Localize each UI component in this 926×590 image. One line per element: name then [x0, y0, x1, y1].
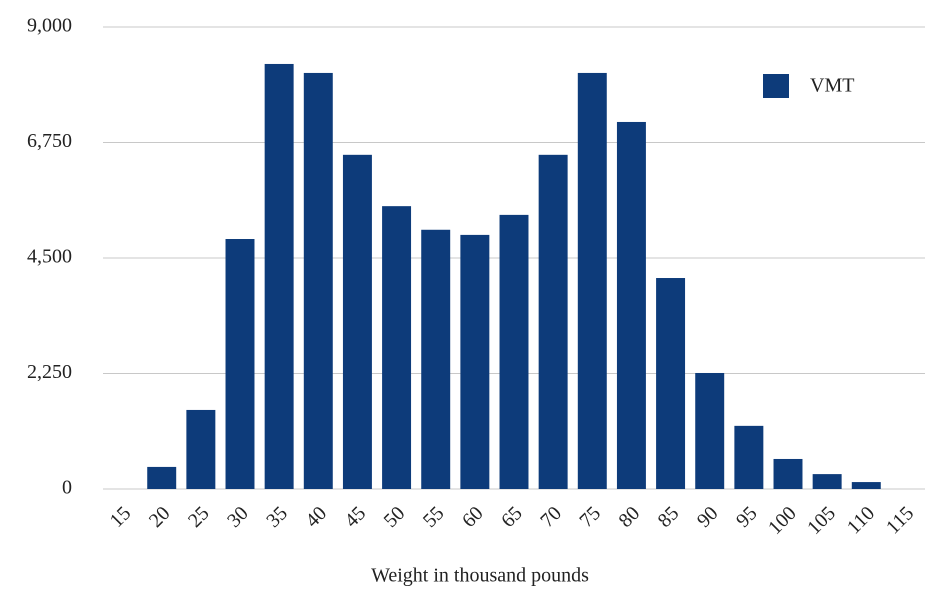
x-tick-label: 35: [262, 502, 292, 532]
x-tick-label: 100: [764, 502, 801, 539]
legend-label: VMT: [810, 75, 854, 97]
y-tick-label: 0: [62, 477, 72, 499]
x-tick-label: 105: [803, 502, 840, 539]
x-tick-label: 95: [732, 502, 762, 532]
bar: [303, 72, 333, 490]
bar: [382, 206, 412, 490]
bar: [147, 466, 177, 489]
x-tick-label: 25: [184, 502, 214, 532]
bar: [695, 372, 725, 489]
x-tick-label: 85: [654, 502, 684, 532]
x-tick-label: 80: [615, 502, 645, 532]
x-axis-title: Weight in thousand pounds: [371, 565, 589, 587]
x-tick-label: 40: [301, 502, 331, 532]
x-tick-label: 20: [145, 502, 175, 532]
bar: [421, 229, 451, 489]
bar: [656, 278, 686, 489]
x-tick-label: 60: [458, 502, 488, 532]
x-tick-label: 115: [882, 502, 918, 538]
bar: [734, 425, 764, 489]
x-tick-label: 90: [693, 502, 723, 532]
bar: [616, 121, 646, 489]
bar: [225, 239, 255, 489]
y-tick-label: 9,000: [27, 15, 72, 37]
x-tick-label: 50: [380, 502, 410, 532]
x-tick-label: 45: [341, 502, 371, 532]
bar: [538, 154, 568, 489]
bar: [342, 154, 372, 489]
x-tick-label: 110: [843, 502, 879, 538]
bar: [773, 458, 803, 489]
y-tick-label: 4,500: [27, 246, 72, 268]
legend-swatch: [763, 74, 789, 98]
y-tick-label: 2,250: [27, 361, 72, 383]
bar: [851, 482, 881, 489]
bar: [460, 234, 490, 489]
bar: [186, 409, 216, 489]
bar: [812, 474, 842, 489]
x-tick-label: 30: [223, 502, 253, 532]
bar: [264, 63, 294, 490]
x-tick-label: 75: [575, 502, 605, 532]
bar: [499, 214, 529, 489]
y-tick-label: 6,750: [27, 130, 72, 152]
x-tick-label: 65: [497, 502, 527, 532]
x-tick-label: 15: [106, 502, 136, 532]
bar: [577, 72, 607, 490]
x-tick-label: 70: [536, 502, 566, 532]
x-tick-label: 55: [419, 502, 449, 532]
